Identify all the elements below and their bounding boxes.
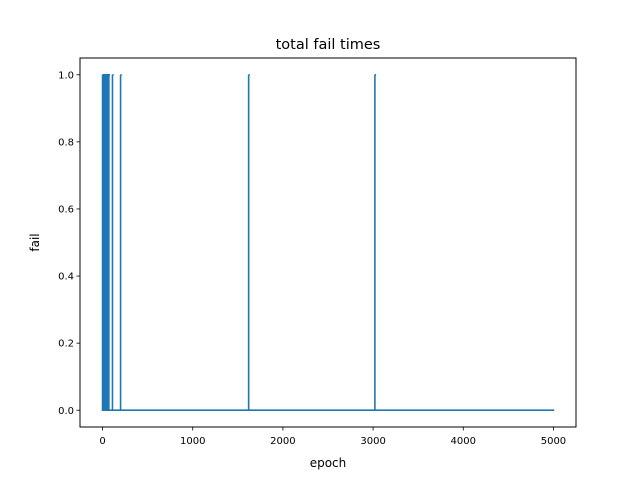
y-tick-label: 0.0 (58, 406, 74, 417)
x-tick-label: 4000 (451, 436, 476, 447)
data-series (101, 73, 555, 412)
y-tick-label: 0.8 (58, 137, 74, 148)
x-tick-label: 0 (99, 436, 105, 447)
y-tick-label: 0.4 (58, 272, 74, 283)
x-axis-label: epoch (310, 456, 347, 470)
x-tick-label: 2000 (270, 436, 295, 447)
x-tick-label: 5000 (541, 436, 566, 447)
x-axis: 0 1000 2000 3000 4000 5000 (99, 427, 566, 447)
chart-title: total fail times (276, 37, 381, 53)
axes-frame (79, 57, 577, 428)
y-tick-label: 1.0 (58, 70, 74, 81)
y-tick-label: 0.6 (58, 205, 74, 216)
y-axis-label: fail (28, 233, 42, 251)
x-tick-label: 3000 (360, 436, 385, 447)
y-tick-label: 0.2 (58, 339, 74, 350)
x-tick-label: 1000 (180, 436, 205, 447)
y-axis: 0.0 0.2 0.4 0.6 0.8 1.0 (58, 70, 80, 417)
